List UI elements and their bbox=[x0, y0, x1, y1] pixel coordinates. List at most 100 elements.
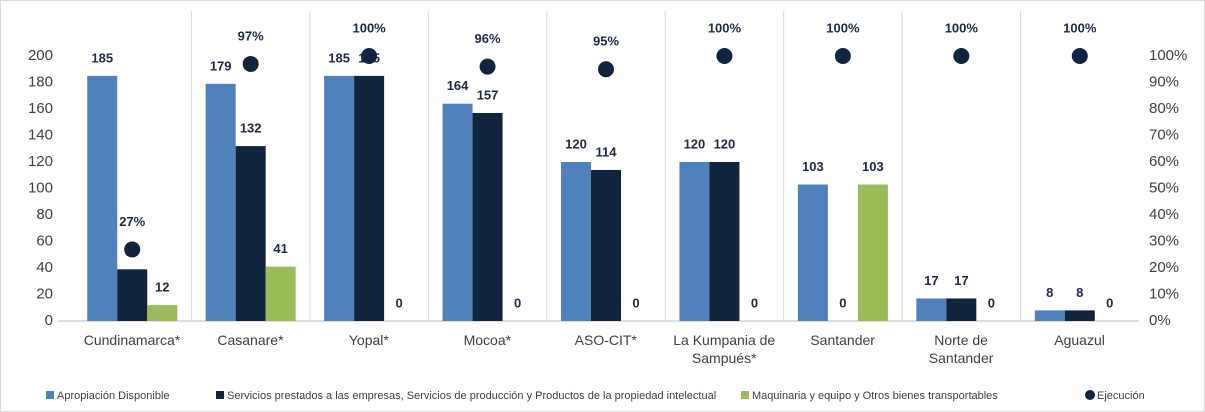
data-label: 96% bbox=[475, 31, 501, 46]
dot bbox=[1071, 48, 1088, 64]
dot bbox=[953, 48, 970, 64]
y-tick-label: 60 bbox=[36, 232, 53, 249]
data-label: 27% bbox=[119, 214, 145, 229]
data-label: 100% bbox=[945, 20, 979, 35]
bar bbox=[205, 83, 236, 321]
x-tick-label: ASO-CIT* bbox=[574, 332, 637, 348]
y2-tick-label: 30% bbox=[1149, 232, 1179, 249]
y-tick-label: 80 bbox=[36, 206, 53, 223]
x-tick-label: Cundinamarca* bbox=[83, 332, 181, 348]
x-tick-label: Yopal* bbox=[348, 332, 389, 348]
bar bbox=[1064, 310, 1095, 321]
y-tick-label: 20 bbox=[36, 285, 53, 302]
data-label: 12 bbox=[155, 280, 169, 295]
data-label: 179 bbox=[210, 58, 232, 73]
data-label: 0 bbox=[514, 295, 521, 310]
data-label: 164 bbox=[447, 78, 469, 93]
y2-tick-label: 0% bbox=[1149, 312, 1171, 329]
bar bbox=[147, 305, 178, 321]
data-label: 0 bbox=[751, 295, 758, 310]
y2-tick-label: 60% bbox=[1149, 153, 1179, 170]
x-tick-label: Casanare* bbox=[217, 332, 284, 348]
bar bbox=[354, 75, 385, 321]
y-tick-label: 160 bbox=[28, 100, 53, 117]
x-tick-label: Mocoa* bbox=[463, 332, 512, 348]
bar bbox=[797, 184, 828, 321]
dot bbox=[834, 48, 851, 64]
data-label: 100% bbox=[708, 20, 742, 35]
bar bbox=[709, 162, 740, 321]
data-label: 100% bbox=[352, 20, 386, 35]
y2-tick-label: 90% bbox=[1149, 73, 1179, 90]
x-tick-label: La Kumpania de Sampués* bbox=[673, 332, 776, 366]
y-tick-label: 200 bbox=[28, 47, 53, 64]
bar bbox=[472, 112, 503, 321]
data-label: 0 bbox=[632, 295, 639, 310]
dot bbox=[242, 55, 259, 72]
bar bbox=[117, 269, 148, 321]
y2-tick-label: 50% bbox=[1149, 179, 1179, 196]
data-label: 120 bbox=[684, 136, 706, 151]
data-label: 0 bbox=[1106, 295, 1113, 310]
data-label: 97% bbox=[238, 28, 264, 43]
data-label: 185 bbox=[328, 50, 350, 65]
bar bbox=[591, 169, 621, 321]
y2-tick-label: 80% bbox=[1149, 100, 1179, 117]
x-tick-label: Aguazul bbox=[1054, 332, 1105, 348]
data-label: 132 bbox=[240, 121, 262, 136]
data-label: 8 bbox=[1046, 285, 1053, 300]
bar bbox=[324, 75, 355, 321]
data-label: 157 bbox=[477, 87, 499, 102]
data-label: 17 bbox=[924, 273, 938, 288]
data-label: 114 bbox=[596, 144, 618, 159]
dot bbox=[598, 61, 614, 78]
y2-tick-label: 20% bbox=[1149, 259, 1179, 276]
dot bbox=[479, 58, 496, 75]
data-label: 103 bbox=[802, 159, 824, 174]
bar bbox=[857, 184, 888, 321]
dot bbox=[124, 241, 141, 258]
legend-label: Maquinaria y equipo y Otros bienes trans… bbox=[752, 390, 998, 402]
x-tick-label: Norte de Santander bbox=[928, 332, 994, 366]
legend-label: Apropiación Disponible bbox=[57, 390, 170, 402]
legend-marker bbox=[216, 391, 224, 399]
bar bbox=[442, 103, 473, 321]
y-tick-label: 0 bbox=[45, 312, 53, 329]
bar bbox=[946, 298, 977, 321]
data-label: 95% bbox=[593, 34, 619, 49]
data-label: 185 bbox=[91, 50, 113, 65]
data-label: 103 bbox=[862, 159, 884, 174]
y2-tick-label: 40% bbox=[1149, 206, 1179, 223]
bar bbox=[1034, 310, 1065, 321]
data-label: 41 bbox=[273, 241, 287, 256]
legend-marker bbox=[741, 391, 749, 399]
y2-tick-label: 70% bbox=[1149, 126, 1179, 143]
y-tick-label: 120 bbox=[28, 153, 53, 170]
data-label: 120 bbox=[714, 136, 736, 151]
data-label: 100% bbox=[1063, 20, 1097, 35]
dot bbox=[716, 48, 733, 64]
x-tick-label: Santander bbox=[810, 332, 875, 348]
data-label: 0 bbox=[839, 295, 846, 310]
legend-label: Servicios prestados a las empresas, Serv… bbox=[227, 390, 716, 402]
bar bbox=[916, 298, 947, 321]
bar bbox=[87, 75, 118, 321]
bar bbox=[679, 162, 710, 321]
bar bbox=[235, 146, 266, 321]
bar bbox=[265, 266, 296, 321]
data-label: 17 bbox=[954, 273, 968, 288]
bar bbox=[561, 162, 591, 321]
y-tick-label: 180 bbox=[28, 73, 53, 90]
legend-label: Ejecución bbox=[1097, 390, 1145, 402]
y2-tick-label: 10% bbox=[1149, 285, 1179, 302]
dot bbox=[361, 48, 378, 64]
y-tick-label: 100 bbox=[28, 179, 53, 196]
y-tick-label: 40 bbox=[36, 259, 53, 276]
legend-marker bbox=[46, 391, 54, 399]
y-tick-label: 140 bbox=[28, 126, 53, 143]
y2-tick-label: 100% bbox=[1149, 47, 1187, 64]
data-label: 8 bbox=[1076, 285, 1083, 300]
data-label: 100% bbox=[826, 20, 860, 35]
